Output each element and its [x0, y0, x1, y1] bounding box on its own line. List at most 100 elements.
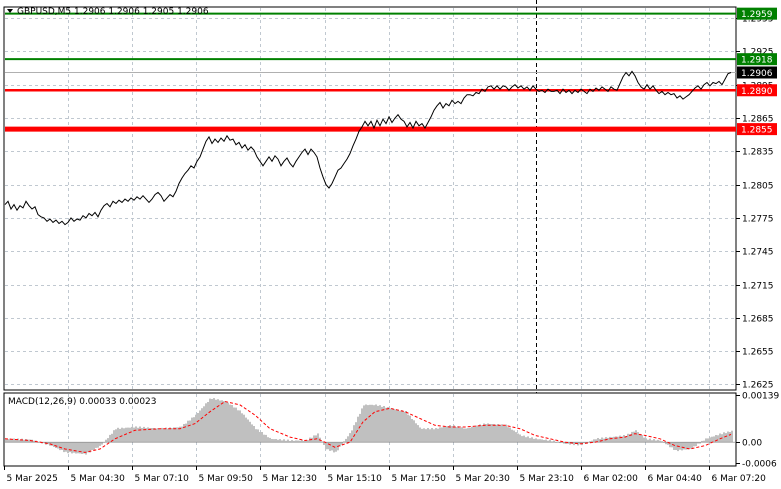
macd-histogram-bar	[461, 427, 463, 443]
macd-histogram-bar	[79, 442, 81, 454]
macd-histogram-bar	[469, 427, 471, 443]
macd-label: MACD(12,26,9) 0.00033 0.00023	[8, 397, 157, 407]
macd-histogram-bar	[505, 424, 507, 443]
macd-histogram-bar	[125, 427, 127, 443]
macd-histogram-bar	[607, 437, 609, 443]
time-tick-label: 5 Mar 17:50	[392, 474, 447, 484]
macd-histogram-bar	[435, 428, 437, 443]
macd-histogram-bar	[377, 405, 379, 443]
macd-histogram-bar	[265, 434, 267, 443]
macd-histogram-bar	[129, 427, 131, 443]
macd-histogram-bar	[349, 433, 351, 443]
macd-histogram-bar	[629, 434, 631, 443]
macd-histogram-bar	[591, 440, 593, 443]
macd-histogram-bar	[375, 404, 377, 443]
macd-histogram-bar	[647, 439, 649, 443]
macd-histogram-bar	[199, 410, 201, 443]
macd-histogram-bar	[83, 442, 85, 454]
macd-histogram-bar	[683, 442, 685, 450]
price-series-line[interactable]	[4, 70, 732, 226]
macd-histogram-bar	[659, 440, 661, 443]
macd-histogram-bar	[511, 429, 513, 443]
macd-histogram-bar	[545, 439, 547, 443]
macd-histogram-bar	[51, 442, 53, 446]
macd-histogram-bar	[509, 427, 511, 443]
macd-histogram-bar	[233, 407, 235, 443]
macd-histogram-bar	[255, 429, 257, 443]
macd-histogram-bar	[159, 429, 161, 443]
macd-histogram-bar	[489, 424, 491, 443]
macd-histogram-bar	[531, 437, 533, 443]
macd-histogram-bar	[455, 427, 457, 443]
macd-histogram-bar	[495, 424, 497, 443]
macd-histogram-bar	[27, 439, 29, 443]
macd-histogram-bar	[147, 427, 149, 443]
price-panel[interactable]: 1.29551.29251.28951.28651.28351.28051.27…	[3, 0, 777, 466]
macd-histogram-bar	[245, 417, 247, 443]
macd-histogram-bar	[133, 427, 135, 443]
macd-histogram-bar	[113, 430, 115, 443]
macd-histogram-bar	[229, 404, 231, 443]
macd-histogram-bar	[363, 405, 365, 443]
price-tick-label: 1.2715	[742, 282, 774, 292]
macd-histogram-bar	[163, 429, 165, 443]
macd-histogram-bar	[493, 424, 495, 443]
macd-histogram-bar	[263, 434, 265, 443]
price-tick-label: 1.2655	[742, 348, 774, 358]
macd-histogram-bar	[287, 439, 289, 443]
macd-histogram-bar	[589, 441, 591, 443]
macd-histogram-bar	[231, 405, 233, 443]
macd-histogram-bar	[541, 439, 543, 443]
macd-histogram-bar	[241, 413, 243, 443]
macd-histogram-bar	[173, 427, 175, 443]
macd-histogram-bar	[387, 407, 389, 443]
macd-histogram-bar	[695, 442, 697, 447]
macd-histogram-bar	[9, 438, 11, 443]
macd-histogram-bar	[685, 442, 687, 450]
macd-histogram-bar	[579, 442, 581, 445]
price-tick-label: 1.2745	[742, 248, 774, 258]
macd-histogram-bar	[195, 414, 197, 443]
macd-histogram-bar	[661, 441, 663, 443]
collapse-triangle-icon[interactable]	[7, 9, 13, 13]
macd-histogram-bar	[75, 442, 77, 454]
time-tick-label: 6 Mar 02:00	[584, 474, 639, 484]
macd-histogram-bar	[101, 442, 103, 445]
macd-histogram-bar	[443, 426, 445, 443]
macd-histogram-bar	[427, 428, 429, 443]
macd-histogram-bar	[665, 442, 667, 445]
macd-histogram-bar	[395, 409, 397, 443]
macd-panel[interactable]: 0.00139 0.00 -0.0006 MACD(12,26,9) 0.00033 …	[3, 392, 779, 470]
macd-signal-line[interactable]	[4, 400, 732, 453]
symbol-header: GBPUSD,M5 1.2906 1.2906 1.2905 1.2906	[17, 7, 209, 17]
macd-histogram-bar	[731, 430, 733, 443]
macd-histogram-bar	[341, 442, 343, 445]
macd-histogram-bar	[151, 428, 153, 443]
price-tick-label: 1.2805	[742, 182, 774, 192]
macd-histogram-bar	[347, 436, 349, 443]
macd-histogram-bar	[631, 431, 633, 443]
macd-histogram-bar	[257, 429, 259, 443]
macd-histogram-bar	[283, 439, 285, 443]
macd-histogram-bar	[131, 426, 133, 443]
macd-histogram-bar	[711, 436, 713, 443]
macd-histogram-bar	[393, 409, 395, 443]
macd-histogram-bar	[89, 442, 91, 453]
macd-histogram-bar	[527, 436, 529, 443]
macd-histogram-bar	[359, 413, 361, 443]
price-level-tag	[737, 123, 777, 136]
macd-histogram-bar	[135, 426, 137, 443]
macd-histogram-bar	[305, 439, 307, 443]
macd-histogram-bar	[171, 428, 173, 443]
time-tick-label: 5 Mar 07:10	[135, 474, 190, 484]
macd-histogram-bar	[517, 433, 519, 443]
price-level-tag	[737, 84, 777, 97]
macd-histogram-bar	[57, 442, 59, 449]
macd-histogram-bar	[439, 427, 441, 443]
macd-histogram-bar	[673, 442, 675, 450]
macd-histogram-bar	[627, 433, 629, 443]
macd-histogram-bar	[335, 442, 337, 452]
macd-histogram-bar	[169, 427, 171, 443]
macd-histogram-bar	[237, 410, 239, 443]
